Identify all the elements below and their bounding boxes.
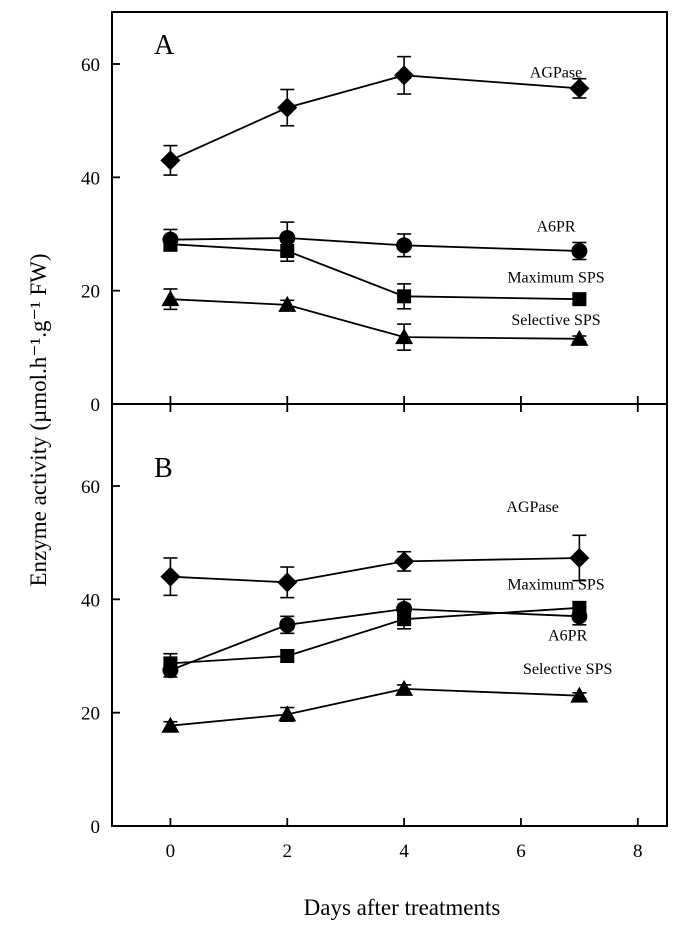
- x-tick-label: 2: [283, 841, 293, 862]
- diamond-point: [160, 150, 180, 170]
- diamond-point: [569, 548, 589, 568]
- square-point: [280, 649, 294, 663]
- square-point: [280, 244, 294, 258]
- triangle-point: [395, 680, 413, 696]
- plot-border: [112, 12, 667, 826]
- series-label: AGPase: [506, 499, 558, 516]
- diamond-point: [394, 65, 414, 85]
- series-label: A6PR: [536, 219, 575, 236]
- series-a6pr: [162, 222, 587, 259]
- y-tick-label: 0: [91, 395, 101, 416]
- series-label: AGPase: [530, 65, 582, 82]
- y-tick-label: 60: [81, 477, 100, 498]
- square-point: [572, 292, 586, 306]
- series-selective-sps: [161, 680, 588, 733]
- x-tick-label: 8: [633, 841, 643, 862]
- series-label: Maximum SPS: [507, 270, 604, 287]
- series-line: [170, 608, 579, 664]
- square-point: [163, 237, 177, 251]
- triangle-point: [161, 290, 179, 306]
- circle-point: [571, 243, 587, 259]
- diamond-point: [160, 567, 180, 587]
- series-line: [170, 689, 579, 726]
- y-tick-label: 60: [81, 55, 100, 76]
- panel-label-b: B: [154, 453, 173, 484]
- series-line: [170, 238, 579, 251]
- series-line: [170, 609, 579, 670]
- diamond-point: [277, 98, 297, 118]
- chart-marks: A AGPase A6PR Maximum SPS Selective SPS B AGPa…: [154, 30, 612, 733]
- square-point: [397, 289, 411, 303]
- diamond-point: [277, 572, 297, 592]
- panel-label-a: A: [154, 30, 175, 61]
- circle-point: [162, 662, 178, 678]
- circle-point: [571, 608, 587, 624]
- circle-point: [396, 601, 412, 617]
- x-tick-label: 4: [399, 841, 409, 862]
- y-tick-label: 40: [81, 590, 100, 611]
- x-tick-label: 0: [166, 841, 176, 862]
- x-axis-title: Days after treatments: [304, 895, 501, 920]
- x-tick-label: 6: [516, 841, 526, 862]
- series-label: Selective SPS: [523, 661, 612, 678]
- y-tick-label: 20: [81, 282, 100, 303]
- circle-point: [279, 617, 295, 633]
- series-label: A6PR: [548, 628, 587, 645]
- y-tick-label: 20: [81, 704, 100, 725]
- series-agpase: [160, 57, 589, 175]
- circle-point: [396, 237, 412, 253]
- plot-frame: 0 2 4 6 8 0 20 40 60 0 20 40 60: [81, 12, 667, 862]
- y-tick-label: 0: [91, 817, 101, 838]
- diamond-point: [394, 551, 414, 571]
- series-label: Maximum SPS: [507, 577, 604, 594]
- series-label: Selective SPS: [511, 312, 600, 329]
- y-tick-label: 40: [81, 168, 100, 189]
- series-line: [170, 75, 579, 160]
- triangle-point: [570, 330, 588, 346]
- y-axis-title: Enzyme activity (µmol.h⁻¹.g⁻¹ FW): [26, 253, 51, 586]
